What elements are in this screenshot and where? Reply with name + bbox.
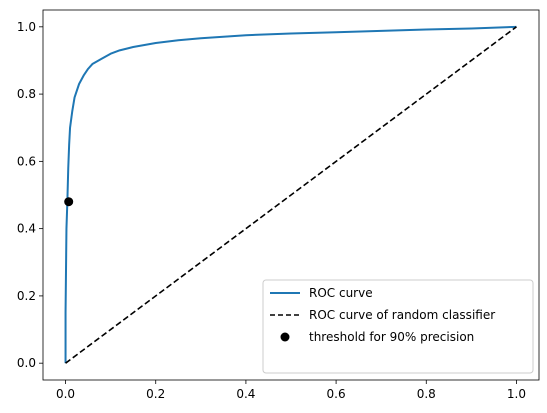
legend-label-roc-curve: ROC curve xyxy=(309,286,373,300)
y-tick-label: 0.6 xyxy=(17,154,36,168)
x-tick-label: 0.6 xyxy=(327,387,346,401)
random-classifier-line xyxy=(65,26,517,364)
legend-label-random-classifier: ROC curve of random classifier xyxy=(309,308,495,322)
roc-curve-line xyxy=(64,25,517,364)
x-tick-label: 0.8 xyxy=(417,387,436,401)
plot-frame xyxy=(42,9,540,381)
y-tick-label: 0.4 xyxy=(17,222,36,236)
y-tick-label: 1.0 xyxy=(17,20,36,34)
y-tick-label: 0.0 xyxy=(17,356,36,370)
legend-box xyxy=(262,279,534,374)
y-tick-label: 0.8 xyxy=(17,87,36,101)
x-tick-label: 0.4 xyxy=(236,387,255,401)
x-tick-label: 0.2 xyxy=(146,387,165,401)
y-tick-label: 0.2 xyxy=(17,289,36,303)
x-tick-label: 1.0 xyxy=(507,387,526,401)
x-tick-label: 0.0 xyxy=(56,387,75,401)
legend: ROC curve ROC curve of random classifier… xyxy=(262,279,534,374)
legend-label-threshold: threshold for 90% precision xyxy=(309,330,474,344)
legend-swatch-threshold xyxy=(280,332,290,342)
threshold-point xyxy=(64,197,74,207)
